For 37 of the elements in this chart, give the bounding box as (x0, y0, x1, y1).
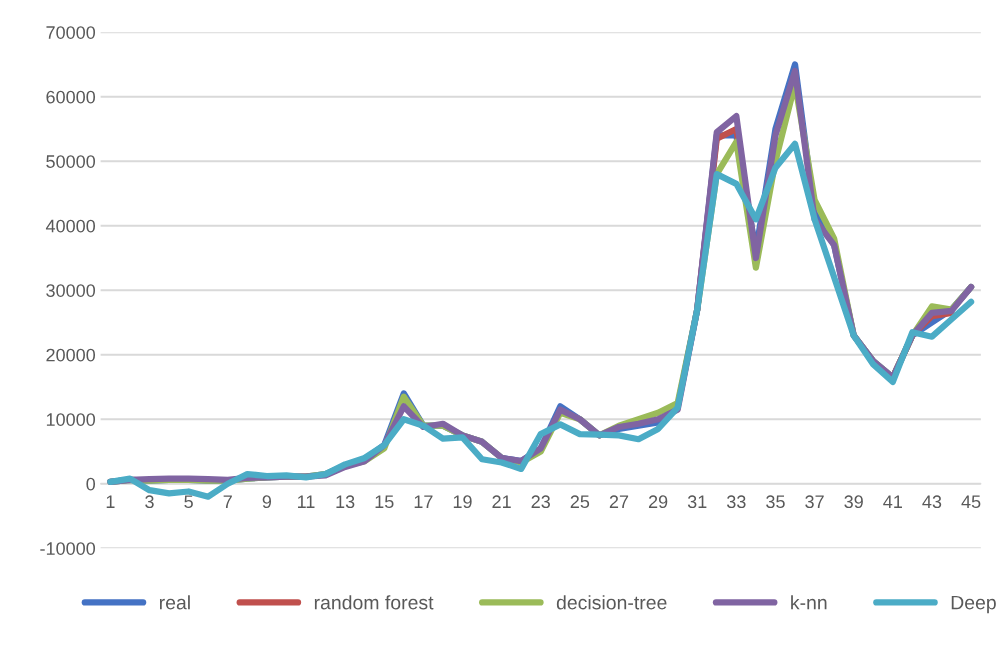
x-tick-label: 31 (687, 495, 707, 509)
x-tick-label: 39 (844, 495, 863, 509)
legend-label: real (159, 595, 190, 610)
y-tick-label: 30000 (46, 284, 96, 297)
x-tick-label: 41 (883, 495, 902, 508)
x-tick-label: 25 (570, 495, 590, 509)
x-tick-label: 17 (414, 495, 433, 508)
x-tick-label: 27 (609, 495, 629, 508)
x-tick-label: 43 (922, 495, 942, 509)
x-tick-label: 45 (961, 495, 981, 509)
x-tick-label: 33 (726, 495, 746, 509)
x-tick-label: 23 (531, 495, 550, 509)
x-tick-label: 11 (297, 495, 315, 508)
y-tick-label: 40000 (45, 219, 96, 233)
x-tick-label: 7 (223, 495, 232, 508)
x-tick-label: 9 (262, 495, 272, 509)
x-tick-label: 15 (375, 495, 394, 509)
legend-label: k-nn (791, 595, 827, 610)
x-tick-label: 19 (453, 495, 472, 509)
x-tick-label: 29 (648, 495, 668, 509)
y-tick-label: 60000 (46, 90, 96, 104)
y-tick-label: 20000 (46, 348, 96, 362)
x-tick-label: 35 (766, 495, 785, 509)
y-tick-label: -10000 (40, 542, 96, 555)
x-tick-label: 21 (492, 495, 511, 508)
x-tick-label: 1 (106, 495, 115, 508)
x-tick-label: 5 (184, 495, 193, 509)
legend-label: decision-tree (556, 595, 667, 610)
y-tick-label: 50000 (46, 155, 96, 168)
y-tick-label: 0 (86, 477, 96, 491)
legend-label: Deep (951, 595, 996, 614)
x-tick-label: 13 (336, 495, 355, 509)
y-tick-label: 70000 (46, 26, 96, 39)
x-tick-label: 3 (145, 495, 154, 509)
legend-label: random forest (314, 595, 434, 610)
y-tick-label: 10000 (46, 413, 96, 426)
x-tick-label: 37 (805, 495, 824, 509)
